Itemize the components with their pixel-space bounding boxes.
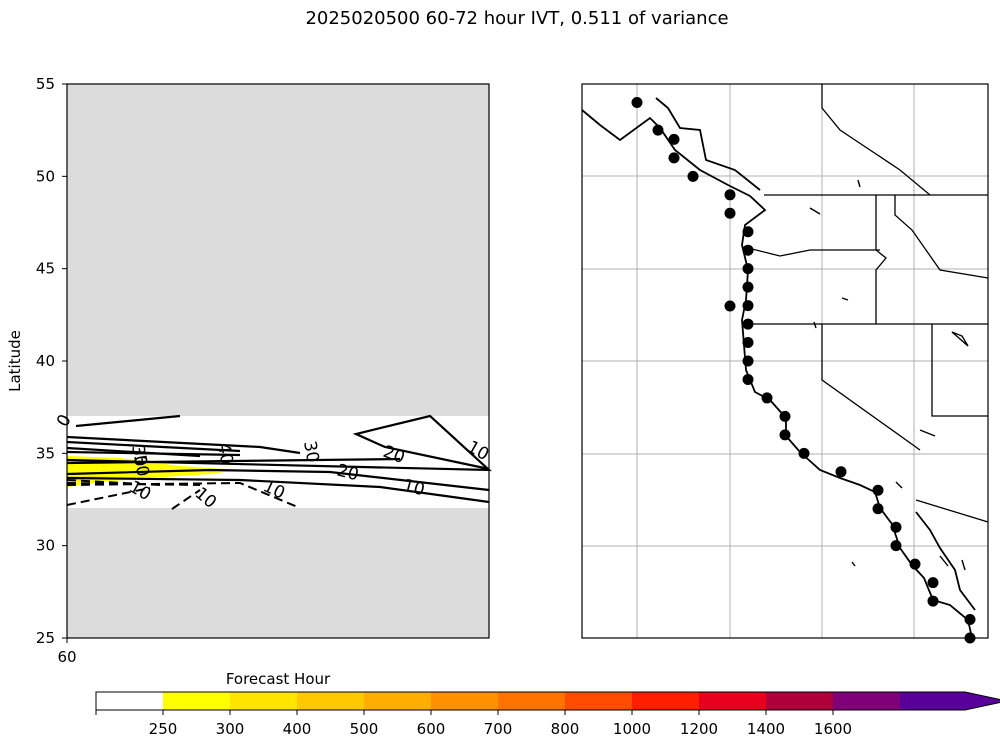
station-point xyxy=(927,577,939,589)
colorbar-segment xyxy=(163,692,230,710)
colorbar-tick-label: 600 xyxy=(417,720,446,738)
colorbar-segment xyxy=(431,692,498,710)
station-point xyxy=(652,124,664,136)
station-point xyxy=(687,170,699,182)
station-point xyxy=(890,521,902,533)
colorbar-tick-label: 500 xyxy=(350,720,379,738)
colorbar-tick-label: 800 xyxy=(551,720,580,738)
station-point xyxy=(909,558,921,570)
station-point xyxy=(742,355,754,367)
contour-lines-solid xyxy=(66,414,492,504)
station-point xyxy=(742,226,754,238)
colorbar-segment xyxy=(297,692,364,710)
x-tick-label: 60 xyxy=(57,648,76,666)
colorbar-extend-arrow xyxy=(965,692,1000,710)
map-frame xyxy=(581,83,989,639)
y-tick-label: 35 xyxy=(36,444,55,462)
colorbar-tick-label: 1400 xyxy=(747,720,785,738)
station-point xyxy=(742,337,754,349)
contour-label: 30 xyxy=(127,443,150,468)
colorbar-segment xyxy=(96,692,163,710)
y-tick-label: 50 xyxy=(36,167,55,185)
map-borders xyxy=(747,84,989,523)
contour-label: 40 xyxy=(213,441,236,466)
station-point xyxy=(724,207,736,219)
y-axis-label: Latitude xyxy=(6,330,24,392)
colorbar-tick-label: 1200 xyxy=(680,720,718,738)
right-panel-map xyxy=(581,83,989,644)
station-point xyxy=(872,484,884,496)
station-point xyxy=(779,429,791,441)
colorbar-tick-label: 250 xyxy=(149,720,178,738)
map-small-features xyxy=(809,179,969,571)
colorbar-segment xyxy=(230,692,297,710)
colorbar-tick-label: 300 xyxy=(216,720,245,738)
station-point xyxy=(742,281,754,293)
colorbar-tick-label: 1600 xyxy=(814,720,852,738)
colorbar-tick-label: 1000 xyxy=(613,720,651,738)
contour-lines-dashed xyxy=(66,479,301,510)
station-point xyxy=(964,614,976,626)
station-points xyxy=(631,96,976,644)
colorbar-segment xyxy=(565,692,632,710)
station-point xyxy=(724,300,736,312)
station-point xyxy=(631,96,643,108)
contour-label: 30 xyxy=(299,439,322,464)
colorbar-outline xyxy=(95,691,1000,711)
station-point xyxy=(927,595,939,607)
y-tick-label: 45 xyxy=(36,260,55,278)
colorbar-segment xyxy=(833,692,900,710)
x-axis-label: Forecast Hour xyxy=(226,670,331,688)
station-point xyxy=(742,244,754,256)
y-axis: 25 30 35 40 45 50 55 xyxy=(36,75,67,647)
figure-title: 2025020500 60-72 hour IVT, 0.511 of vari… xyxy=(305,8,729,29)
station-point xyxy=(742,300,754,312)
y-tick-label: 25 xyxy=(36,629,55,647)
colorbar-segment xyxy=(766,692,833,710)
coastline xyxy=(581,97,976,639)
colorbar-segment xyxy=(364,692,431,710)
station-point xyxy=(761,392,773,404)
colorbar-tick-label: 400 xyxy=(283,720,312,738)
y-tick-label: 30 xyxy=(36,537,55,555)
station-point xyxy=(798,447,810,459)
station-point xyxy=(835,466,847,478)
station-point xyxy=(779,410,791,422)
left-panel: 0 30 40 50 30 20 20 10 10 10 10 10 25303… xyxy=(6,75,492,688)
colorbar: 250 300 400 500 600 700 800 1000 1200 1400 1600 xyxy=(95,691,1000,738)
station-point xyxy=(742,263,754,275)
y-tick-label: 55 xyxy=(36,75,55,93)
missing-data-region xyxy=(67,84,489,638)
map-gridlines xyxy=(582,84,988,638)
station-point xyxy=(742,318,754,330)
station-point xyxy=(742,373,754,385)
station-point xyxy=(668,152,680,164)
colorbar-segment xyxy=(632,692,699,710)
station-point xyxy=(872,503,884,515)
colorbar-segment xyxy=(498,692,565,710)
station-point xyxy=(890,540,902,552)
colorbar-segment xyxy=(900,692,967,710)
colorbar-segment xyxy=(699,692,766,710)
y-tick-label: 40 xyxy=(36,352,55,370)
contour-label: 50 xyxy=(129,453,152,478)
station-point xyxy=(668,133,680,145)
station-point xyxy=(724,189,736,201)
colorbar-tick-label: 700 xyxy=(484,720,513,738)
